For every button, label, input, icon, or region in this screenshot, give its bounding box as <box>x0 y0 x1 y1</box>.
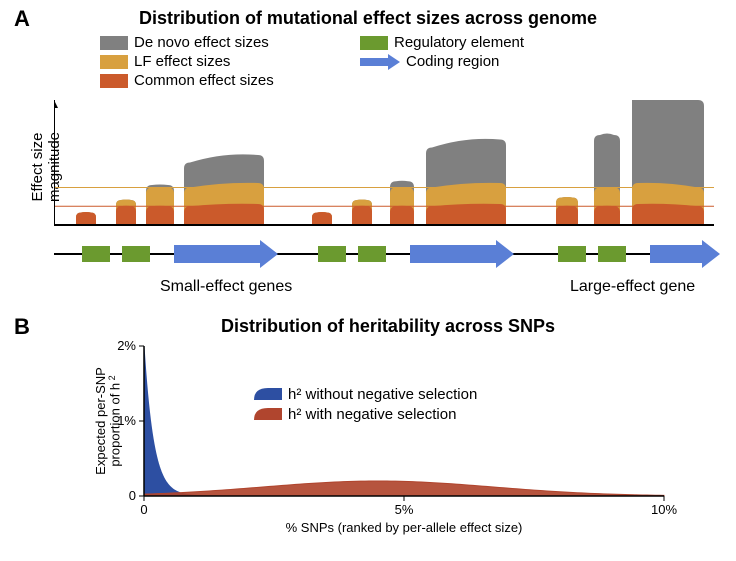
regulatory-element-1 <box>122 246 150 262</box>
peak-1 <box>116 200 136 226</box>
swatch-de-novo <box>100 36 128 50</box>
peak-8 <box>556 197 578 225</box>
panel-a-largeeffect-label: Large-effect gene <box>570 278 695 296</box>
ytick-label: 0 <box>129 488 136 503</box>
peak-7 <box>426 139 506 225</box>
panel-a-plot <box>54 100 720 230</box>
regulatory-element-2 <box>318 246 346 262</box>
peak-common <box>632 204 704 225</box>
peak-common <box>184 204 264 225</box>
regulatory-element-5 <box>598 246 626 262</box>
figure-root: A Distribution of mutational effect size… <box>0 0 736 561</box>
panel-b-ylabel: Expected per-SNPproportion of h 2 <box>94 367 123 475</box>
peak-common <box>146 206 174 225</box>
peak-common <box>594 206 620 225</box>
panel-a-y-axis-arrow-icon <box>54 100 58 108</box>
xtick-label: 0 <box>140 502 147 517</box>
swatch-regulatory <box>360 36 388 50</box>
regulatory-element-0 <box>82 246 110 262</box>
legend-regulatory: Regulatory element <box>360 34 580 51</box>
xtick-label: 10% <box>651 502 677 517</box>
legend-with-swatch <box>254 408 282 420</box>
peak-common <box>390 206 414 225</box>
curve-with-selection <box>144 481 664 496</box>
legend-regulatory-label: Regulatory element <box>394 34 524 51</box>
regulatory-element-4 <box>558 246 586 262</box>
peak-5 <box>352 200 372 226</box>
peak-common <box>426 204 506 225</box>
panel-a-smalleffect-label: Small-effect genes <box>160 278 292 296</box>
peak-common <box>116 206 136 225</box>
legend-de-novo: De novo effect sizes <box>100 34 330 51</box>
panel-b-label: B <box>14 314 30 340</box>
coding-region-arrow-1 <box>410 240 514 268</box>
peak-3 <box>184 154 264 225</box>
coding-arrow-icon <box>360 54 400 70</box>
curve-without-selection <box>144 346 217 496</box>
peak-common <box>556 206 578 225</box>
coding-region-arrow-0 <box>174 240 278 268</box>
legend-coding-label: Coding region <box>406 53 499 70</box>
panel-a-legend: De novo effect sizes Regulatory element … <box>100 34 580 89</box>
panel-b-plot: 01%2%05%10%% SNPs (ranked by per-allele … <box>94 340 694 544</box>
panel-a-genome-track <box>54 232 721 280</box>
ytick-label: 2% <box>117 340 136 353</box>
legend-coding: Coding region <box>360 53 580 70</box>
legend-lf-label: LF effect sizes <box>134 53 230 70</box>
peak-common <box>312 212 332 225</box>
peak-0 <box>76 212 96 225</box>
peak-4 <box>312 212 332 225</box>
peak-common <box>352 206 372 225</box>
legend-without-label: h² without negative selection <box>288 386 477 403</box>
panel-b-legend: h² without negative selection h² with neg… <box>254 386 477 423</box>
legend-lf: LF effect sizes <box>100 53 330 70</box>
legend-with-label: h² with negative selection <box>288 406 456 423</box>
swatch-common <box>100 74 128 88</box>
peak-common <box>76 212 96 225</box>
panel-b-title: Distribution of heritability across SNPs <box>80 316 696 337</box>
legend-common-label: Common effect sizes <box>134 72 274 89</box>
peak-2 <box>146 185 174 226</box>
peak-9 <box>594 134 620 226</box>
legend-common: Common effect sizes <box>100 72 330 89</box>
panel-a-title: Distribution of mutational effect sizes … <box>0 8 736 29</box>
legend-de-novo-label: De novo effect sizes <box>134 34 269 51</box>
swatch-lf <box>100 55 128 69</box>
panel-b-xlabel: % SNPs (ranked by per-allele effect size… <box>286 520 523 535</box>
coding-region-arrow-2 <box>650 240 720 268</box>
legend-without-swatch <box>254 388 282 400</box>
regulatory-element-3 <box>358 246 386 262</box>
xtick-label: 5% <box>395 502 414 517</box>
